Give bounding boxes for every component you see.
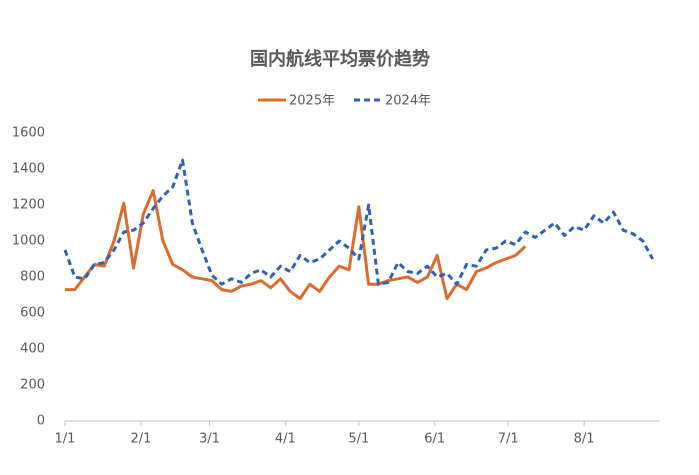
x-tick-label: 5/1 <box>348 432 369 447</box>
y-tick-label: 600 <box>20 306 45 321</box>
y-tick-label: 400 <box>20 342 45 357</box>
y-tick-label: 1400 <box>12 162 45 177</box>
x-tick-label: 1/1 <box>55 432 76 447</box>
x-tick-label: 3/1 <box>199 432 220 447</box>
y-tick-label: 1600 <box>12 126 45 141</box>
line-series <box>63 158 654 286</box>
x-tick-label: 4/1 <box>275 432 296 447</box>
x-tick-label: 7/1 <box>498 432 519 447</box>
chart-title: 国内航线平均票价趋势 <box>250 48 430 70</box>
y-tick-label: 1000 <box>12 234 45 249</box>
y-tick-label: 800 <box>20 270 45 285</box>
x-tick-label: 6/1 <box>424 432 445 447</box>
y-tick-label: 1200 <box>12 198 45 213</box>
x-tick-label: 8/1 <box>574 432 595 447</box>
y-tick-label: 200 <box>20 378 45 393</box>
x-tick-label: 2/1 <box>130 432 151 447</box>
legend-label: 2024年 <box>385 94 431 109</box>
y-tick-label: 0 <box>37 414 45 429</box>
legend-label: 2025年 <box>289 94 335 109</box>
